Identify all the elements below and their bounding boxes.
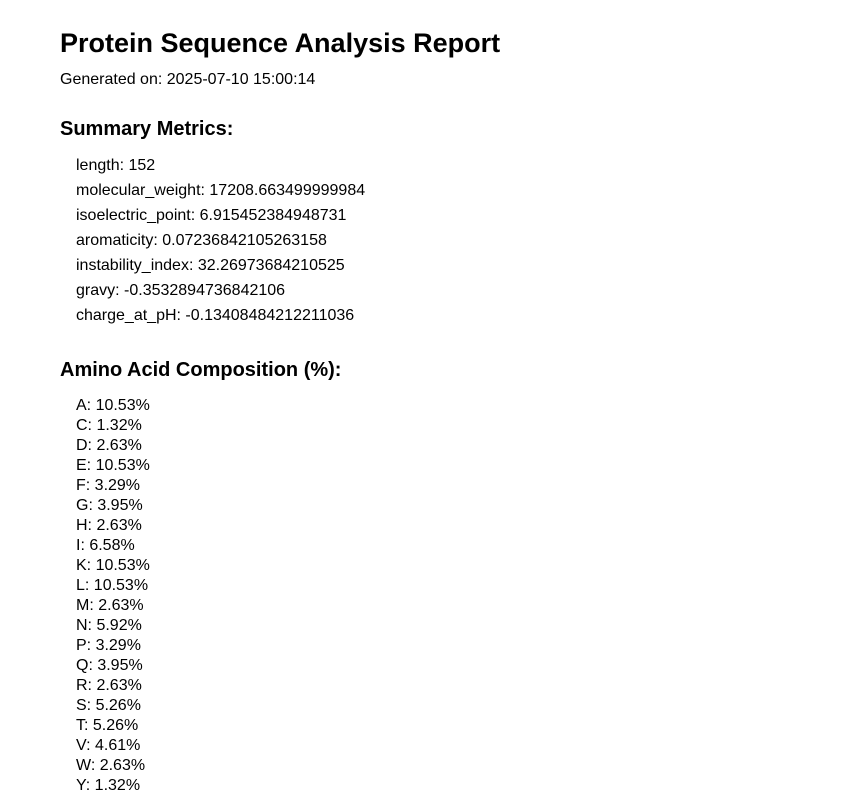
- summary-metrics-list: length: 152 molecular_weight: 17208.6634…: [76, 153, 365, 328]
- aa-item-p: P: 3.29%: [76, 637, 141, 654]
- aa-item-l: L: 10.53%: [76, 577, 149, 594]
- aa-item-y: Y: 1.32%: [76, 777, 141, 794]
- aa-item-k: K: 10.53%: [76, 557, 150, 574]
- aa-item-v: V: 4.61%: [76, 737, 141, 754]
- aa-item-q: Q: 3.95%: [76, 657, 143, 674]
- aa-item-s: S: 5.26%: [76, 697, 141, 714]
- aa-item-w: W: 2.63%: [76, 757, 146, 774]
- generated-timestamp: Generated on: 2025-07-10 15:00:14: [60, 71, 316, 88]
- amino-acid-composition-heading: Amino Acid Composition (%):: [60, 359, 342, 381]
- aa-item-f: F: 3.29%: [76, 477, 141, 494]
- summary-metrics-heading: Summary Metrics:: [60, 118, 234, 140]
- aa-item-r: R: 2.63%: [76, 677, 142, 694]
- metric-aromaticity: aromaticity: 0.07236842105263158: [76, 232, 327, 249]
- aa-item-d: D: 2.63%: [76, 437, 142, 454]
- report-title: Protein Sequence Analysis Report: [60, 28, 501, 58]
- aa-item-h: H: 2.63%: [76, 517, 142, 534]
- metric-molecular-weight: molecular_weight: 17208.663499999984: [76, 182, 366, 199]
- aa-item-g: G: 3.95%: [76, 497, 143, 514]
- aa-item-c: C: 1.32%: [76, 417, 142, 434]
- amino-acid-composition-list: A: 10.53% C: 1.32% D: 2.63% E: 10.53% F:…: [76, 396, 150, 796]
- metric-isoelectric-point: isoelectric_point: 6.915452384948731: [76, 207, 347, 224]
- metric-instability-index: instability_index: 32.26973684210525: [76, 257, 345, 274]
- aa-item-n: N: 5.92%: [76, 617, 142, 634]
- aa-item-m: M: 2.63%: [76, 597, 144, 614]
- aa-item-t: T: 5.26%: [76, 717, 139, 734]
- metric-charge-at-ph: charge_at_pH: -0.13408484212211036: [76, 307, 355, 324]
- metric-length: length: 152: [76, 157, 156, 174]
- aa-item-e: E: 10.53%: [76, 457, 150, 474]
- metric-gravy: gravy: -0.3532894736842106: [76, 282, 286, 299]
- aa-item-a: A: 10.53%: [76, 397, 150, 414]
- aa-item-i: I: 6.58%: [76, 537, 135, 554]
